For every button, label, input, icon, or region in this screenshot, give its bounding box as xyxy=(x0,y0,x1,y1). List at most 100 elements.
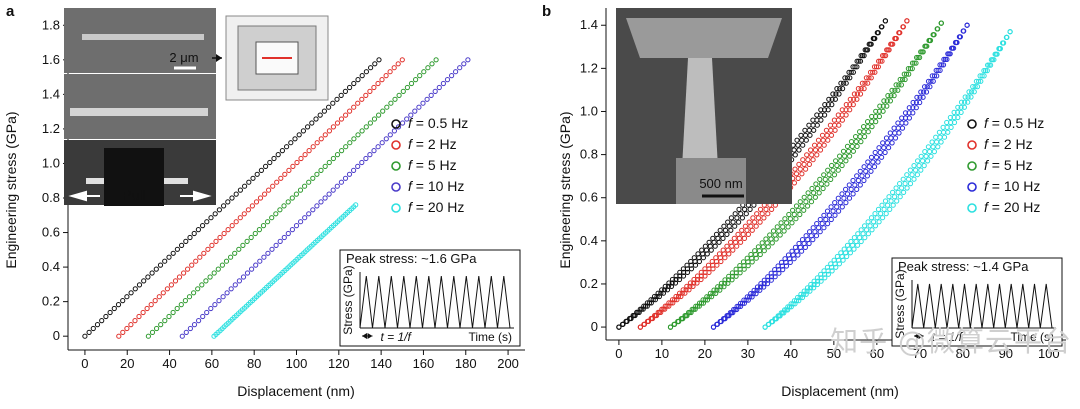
x-tick-label: 50 xyxy=(827,346,841,361)
data-point xyxy=(922,84,928,90)
data-point xyxy=(641,321,648,327)
data-point xyxy=(728,227,734,233)
data-point xyxy=(211,270,217,276)
data-point xyxy=(825,167,831,173)
data-point xyxy=(795,207,801,213)
data-point xyxy=(868,41,874,47)
data-point xyxy=(743,211,749,217)
micrograph-gap xyxy=(104,148,164,206)
data-point xyxy=(637,324,644,330)
data-point xyxy=(769,206,775,212)
data-point xyxy=(107,309,113,316)
data-point xyxy=(314,140,320,146)
data-point xyxy=(935,144,941,150)
data-point xyxy=(302,183,308,189)
legend-marker xyxy=(967,203,977,213)
scale-label: 2 μm xyxy=(169,50,198,65)
data-point xyxy=(837,153,843,159)
data-point xyxy=(865,159,871,165)
data-point xyxy=(300,128,306,134)
data-point xyxy=(922,149,928,155)
data-point xyxy=(819,221,825,227)
data-point xyxy=(882,198,889,204)
data-point xyxy=(425,65,431,71)
data-point xyxy=(284,144,290,150)
data-point xyxy=(174,305,180,312)
data-point xyxy=(208,215,214,221)
data-point xyxy=(804,152,810,158)
data-point xyxy=(269,215,275,221)
y-tick-label: 0.4 xyxy=(42,259,60,274)
data-point xyxy=(776,270,782,276)
data-point xyxy=(843,158,849,164)
data-point xyxy=(801,161,807,167)
data-point xyxy=(817,229,823,235)
data-point xyxy=(351,104,357,110)
data-point xyxy=(958,109,964,116)
legend-entry: f = 20 Hz xyxy=(408,199,464,215)
data-point xyxy=(722,255,728,261)
data-point xyxy=(302,215,308,221)
data-point xyxy=(807,288,813,294)
data-point xyxy=(924,84,930,90)
arrowhead-icon xyxy=(216,54,222,62)
data-point xyxy=(236,278,242,284)
data-point xyxy=(640,306,646,312)
data-point xyxy=(258,167,264,173)
data-point xyxy=(193,258,199,264)
data-point xyxy=(894,198,900,204)
data-point xyxy=(850,102,856,108)
data-point xyxy=(923,153,929,159)
y-axis-label: Engineering stress (GPa) xyxy=(557,111,573,268)
data-point xyxy=(909,60,916,66)
data-point xyxy=(132,318,138,324)
x-tick-label: 40 xyxy=(784,346,798,361)
data-point xyxy=(938,139,944,145)
data-point xyxy=(758,284,764,290)
data-point xyxy=(310,207,316,213)
data-point xyxy=(1001,40,1007,46)
data-point xyxy=(383,73,389,79)
data-point xyxy=(890,202,896,208)
legend-variable: f xyxy=(984,199,990,215)
data-point xyxy=(700,255,706,261)
data-point xyxy=(857,182,863,188)
data-point xyxy=(847,75,853,81)
y-tick-label: 0.2 xyxy=(42,294,60,309)
data-point xyxy=(790,207,796,213)
data-point xyxy=(983,68,989,74)
data-point xyxy=(868,154,875,160)
data-point xyxy=(817,176,823,182)
data-point xyxy=(355,132,361,138)
data-point xyxy=(882,149,888,156)
inset-waveform xyxy=(359,275,511,329)
x-tick-label: 100 xyxy=(286,356,308,371)
data-point xyxy=(865,124,871,130)
data-point xyxy=(944,56,950,63)
data-point xyxy=(948,124,954,131)
x-tick-label: 80 xyxy=(956,346,970,361)
inset-arrowheads xyxy=(362,333,373,339)
data-point xyxy=(876,58,882,64)
data-point xyxy=(979,73,985,79)
data-point xyxy=(204,309,210,316)
chart-b: 0 10 20 30 40 50 60 70 80 90 100 0 0.2 0.4 0.6 0.8 1.0 1.… xyxy=(542,3,1066,399)
data-point xyxy=(722,277,728,283)
data-point xyxy=(718,280,724,286)
data-point xyxy=(854,96,860,102)
data-point xyxy=(816,142,822,148)
data-point xyxy=(656,293,663,300)
y-tick-label: 1.0 xyxy=(42,155,60,170)
data-point xyxy=(275,152,281,158)
data-point xyxy=(839,191,845,197)
data-point xyxy=(792,152,798,158)
data-point xyxy=(893,185,899,191)
data-point xyxy=(420,100,426,106)
data-point xyxy=(874,215,880,221)
data-point xyxy=(709,294,715,300)
data-point xyxy=(189,262,195,268)
inset-title: Peak stress: ~1.4 GPa xyxy=(898,259,1029,274)
x-tick-label: 90 xyxy=(999,346,1013,361)
data-point xyxy=(376,112,382,118)
data-point xyxy=(870,69,876,75)
